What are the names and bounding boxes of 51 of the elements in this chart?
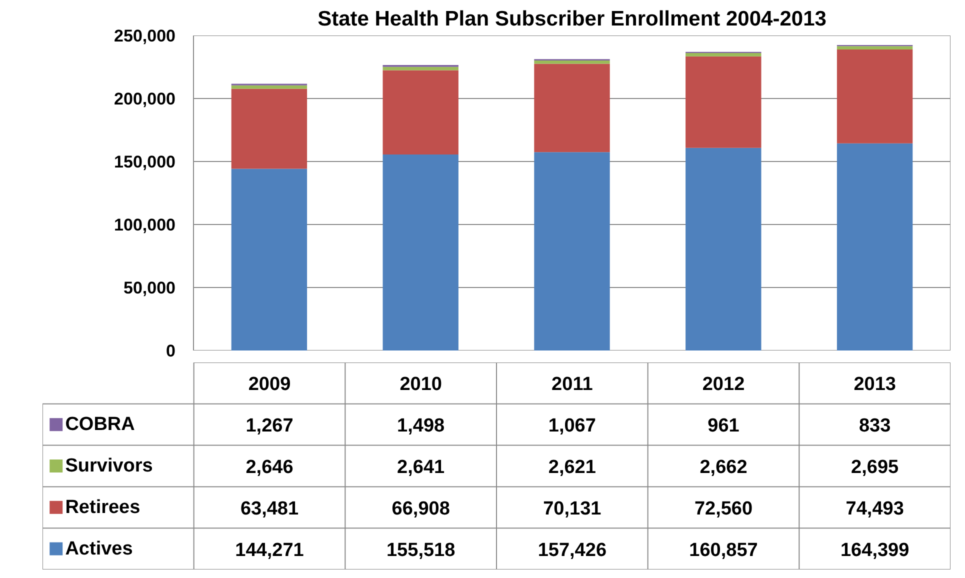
bar <box>836 49 913 144</box>
data-label: 160,857 <box>689 540 758 561</box>
data-label: 2,621 <box>548 457 596 478</box>
bar <box>231 168 308 350</box>
bar <box>836 143 913 350</box>
data-label: 66,908 <box>392 498 450 520</box>
data-label: 961 <box>708 416 740 437</box>
y-tick-label: 250,000 <box>114 26 176 46</box>
bar <box>382 154 458 350</box>
bar <box>686 56 762 148</box>
bar <box>836 46 913 50</box>
y-tick-label: 50,000 <box>124 278 176 298</box>
data-label: 63,481 <box>240 498 299 520</box>
y-tick-label: 100,000 <box>114 216 176 234</box>
data-label: 833 <box>858 416 891 437</box>
data-label: 144,271 <box>235 540 304 561</box>
x-tick-label: 2011 <box>552 374 594 396</box>
chart-title: State Health Plan Subscriber Enrollment 2004-2013 <box>318 8 826 30</box>
data-label: 1,067 <box>548 416 596 437</box>
x-tick-label: 2013 <box>854 374 896 396</box>
data-label: 2,695 <box>851 457 900 478</box>
data-label: 1,498 <box>397 416 445 437</box>
y-tick-label: 150,000 <box>114 152 176 172</box>
legend-label: Actives <box>65 538 133 560</box>
bar <box>231 85 308 89</box>
data-label: 157,426 <box>538 540 607 561</box>
bar <box>534 152 610 350</box>
data-label: 74,493 <box>846 498 904 520</box>
x-tick-label: 2009 <box>248 374 291 396</box>
data-label: 70,131 <box>543 498 602 520</box>
data-label: 1,267 <box>246 416 294 437</box>
data-label: 72,560 <box>694 498 753 520</box>
data-label: 2,662 <box>700 457 748 478</box>
legend-label: Survivors <box>65 456 153 476</box>
bar <box>534 60 610 64</box>
legend-label: Retirees <box>65 496 140 518</box>
data-label: 164,399 <box>840 540 910 561</box>
bar <box>686 53 762 56</box>
bar <box>231 88 308 169</box>
x-tick-label: 2010 <box>400 374 442 396</box>
bar <box>534 64 610 152</box>
bar <box>382 66 458 70</box>
data-label: 155,518 <box>386 540 456 561</box>
legend-label: COBRA <box>65 414 136 436</box>
data-label: 2,641 <box>397 457 446 478</box>
bar <box>686 148 762 350</box>
y-tick-label: 0 <box>166 342 176 360</box>
bar <box>382 70 458 155</box>
data-label: 2,646 <box>246 457 294 478</box>
y-tick-label: 200,000 <box>114 90 176 108</box>
x-tick-label: 2012 <box>702 374 745 396</box>
